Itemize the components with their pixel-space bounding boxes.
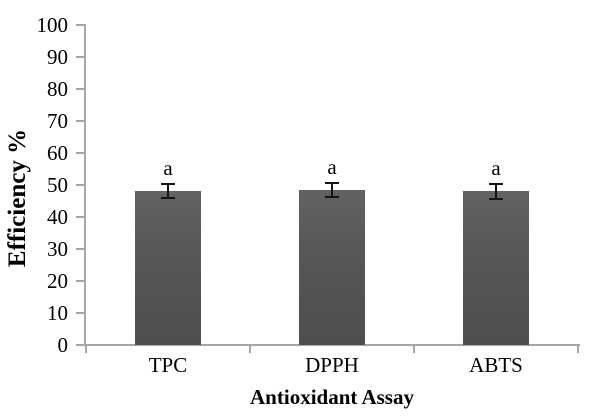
error-bar-line xyxy=(331,183,333,198)
y-tick-label: 80 xyxy=(47,77,68,101)
x-category-label-abts: ABTS xyxy=(469,353,523,377)
bar-dpph xyxy=(299,190,365,345)
error-bar-cap-bottom xyxy=(325,196,339,199)
significance-letter: a xyxy=(491,155,501,180)
x-axis-tick xyxy=(577,345,579,353)
y-axis-tick xyxy=(76,344,84,346)
y-tick-label: 100 xyxy=(36,13,69,37)
y-axis-tick xyxy=(76,56,84,58)
error-bar-cap-top xyxy=(325,182,339,185)
x-axis-tick xyxy=(413,345,415,353)
error-bar-cap-top xyxy=(489,182,503,185)
y-tick-label: 20 xyxy=(47,269,68,293)
y-tick-label: 90 xyxy=(47,45,68,69)
y-tick-label: 10 xyxy=(47,301,68,325)
y-tick-label: 40 xyxy=(47,205,68,229)
x-axis-tick xyxy=(85,345,87,353)
error-bar-line xyxy=(167,183,169,199)
significance-letter: a xyxy=(327,155,337,180)
y-tick-label: 0 xyxy=(57,333,69,357)
x-category-label-tpc: TPC xyxy=(148,353,188,377)
y-tick-label: 30 xyxy=(47,237,68,261)
y-axis-tick xyxy=(76,248,84,250)
y-axis-tick xyxy=(76,24,84,26)
y-tick-label: 70 xyxy=(47,109,68,133)
y-axis-tick xyxy=(76,280,84,282)
bar-tpc xyxy=(135,191,201,345)
y-axis-tick xyxy=(76,216,84,218)
y-tick-label: 50 xyxy=(47,173,68,197)
error-bar-cap-bottom xyxy=(161,197,175,200)
x-category-label-dpph: DPPH xyxy=(305,353,359,377)
error-bar-cap-bottom xyxy=(489,198,503,201)
y-axis-tick xyxy=(76,88,84,90)
bar-abts xyxy=(463,191,529,345)
x-axis-tick xyxy=(249,345,251,353)
y-axis-tick xyxy=(76,312,84,314)
error-bar-line xyxy=(495,183,497,200)
y-tick-label: 60 xyxy=(47,141,68,165)
error-bar-cap-top xyxy=(161,182,175,185)
y-axis-line xyxy=(84,24,86,346)
significance-letter: a xyxy=(163,155,173,180)
y-axis-tick xyxy=(76,152,84,154)
y-axis-tick xyxy=(76,120,84,122)
x-axis-line xyxy=(84,344,580,346)
y-axis-tick xyxy=(76,184,84,186)
x-axis-title: Antioxidant Assay xyxy=(250,385,414,409)
